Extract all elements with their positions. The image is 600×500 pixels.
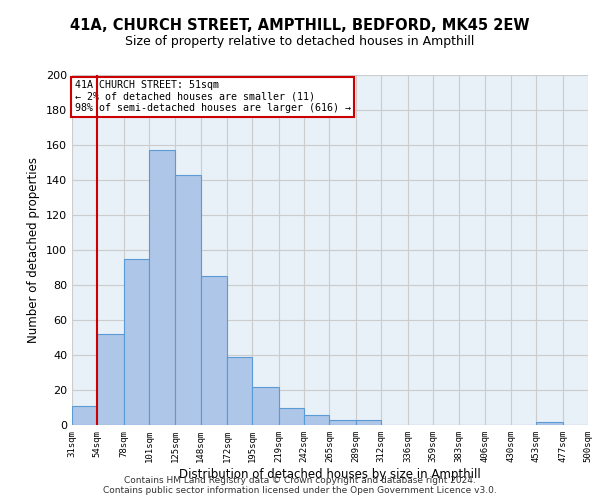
Bar [175, 175, 201, 425]
Text: Contains public sector information licensed under the Open Government Licence v3: Contains public sector information licen… [103, 486, 497, 495]
Bar [253, 386, 279, 425]
X-axis label: Distribution of detached houses by size in Ampthill: Distribution of detached houses by size … [179, 468, 481, 480]
Bar [356, 420, 381, 425]
Bar [304, 414, 329, 425]
Bar [536, 422, 563, 425]
Text: 41A, CHURCH STREET, AMPTHILL, BEDFORD, MK45 2EW: 41A, CHURCH STREET, AMPTHILL, BEDFORD, M… [70, 18, 530, 32]
Bar [329, 420, 356, 425]
Bar [149, 150, 175, 425]
Text: Size of property relative to detached houses in Ampthill: Size of property relative to detached ho… [125, 35, 475, 48]
Text: 41A CHURCH STREET: 51sqm
← 2% of detached houses are smaller (11)
98% of semi-de: 41A CHURCH STREET: 51sqm ← 2% of detache… [74, 80, 350, 114]
Bar [124, 259, 149, 425]
Bar [227, 357, 253, 425]
Bar [201, 276, 227, 425]
Bar [97, 334, 124, 425]
Text: Contains HM Land Registry data © Crown copyright and database right 2024.: Contains HM Land Registry data © Crown c… [124, 476, 476, 485]
Bar [279, 408, 304, 425]
Bar [72, 406, 97, 425]
Y-axis label: Number of detached properties: Number of detached properties [28, 157, 40, 343]
